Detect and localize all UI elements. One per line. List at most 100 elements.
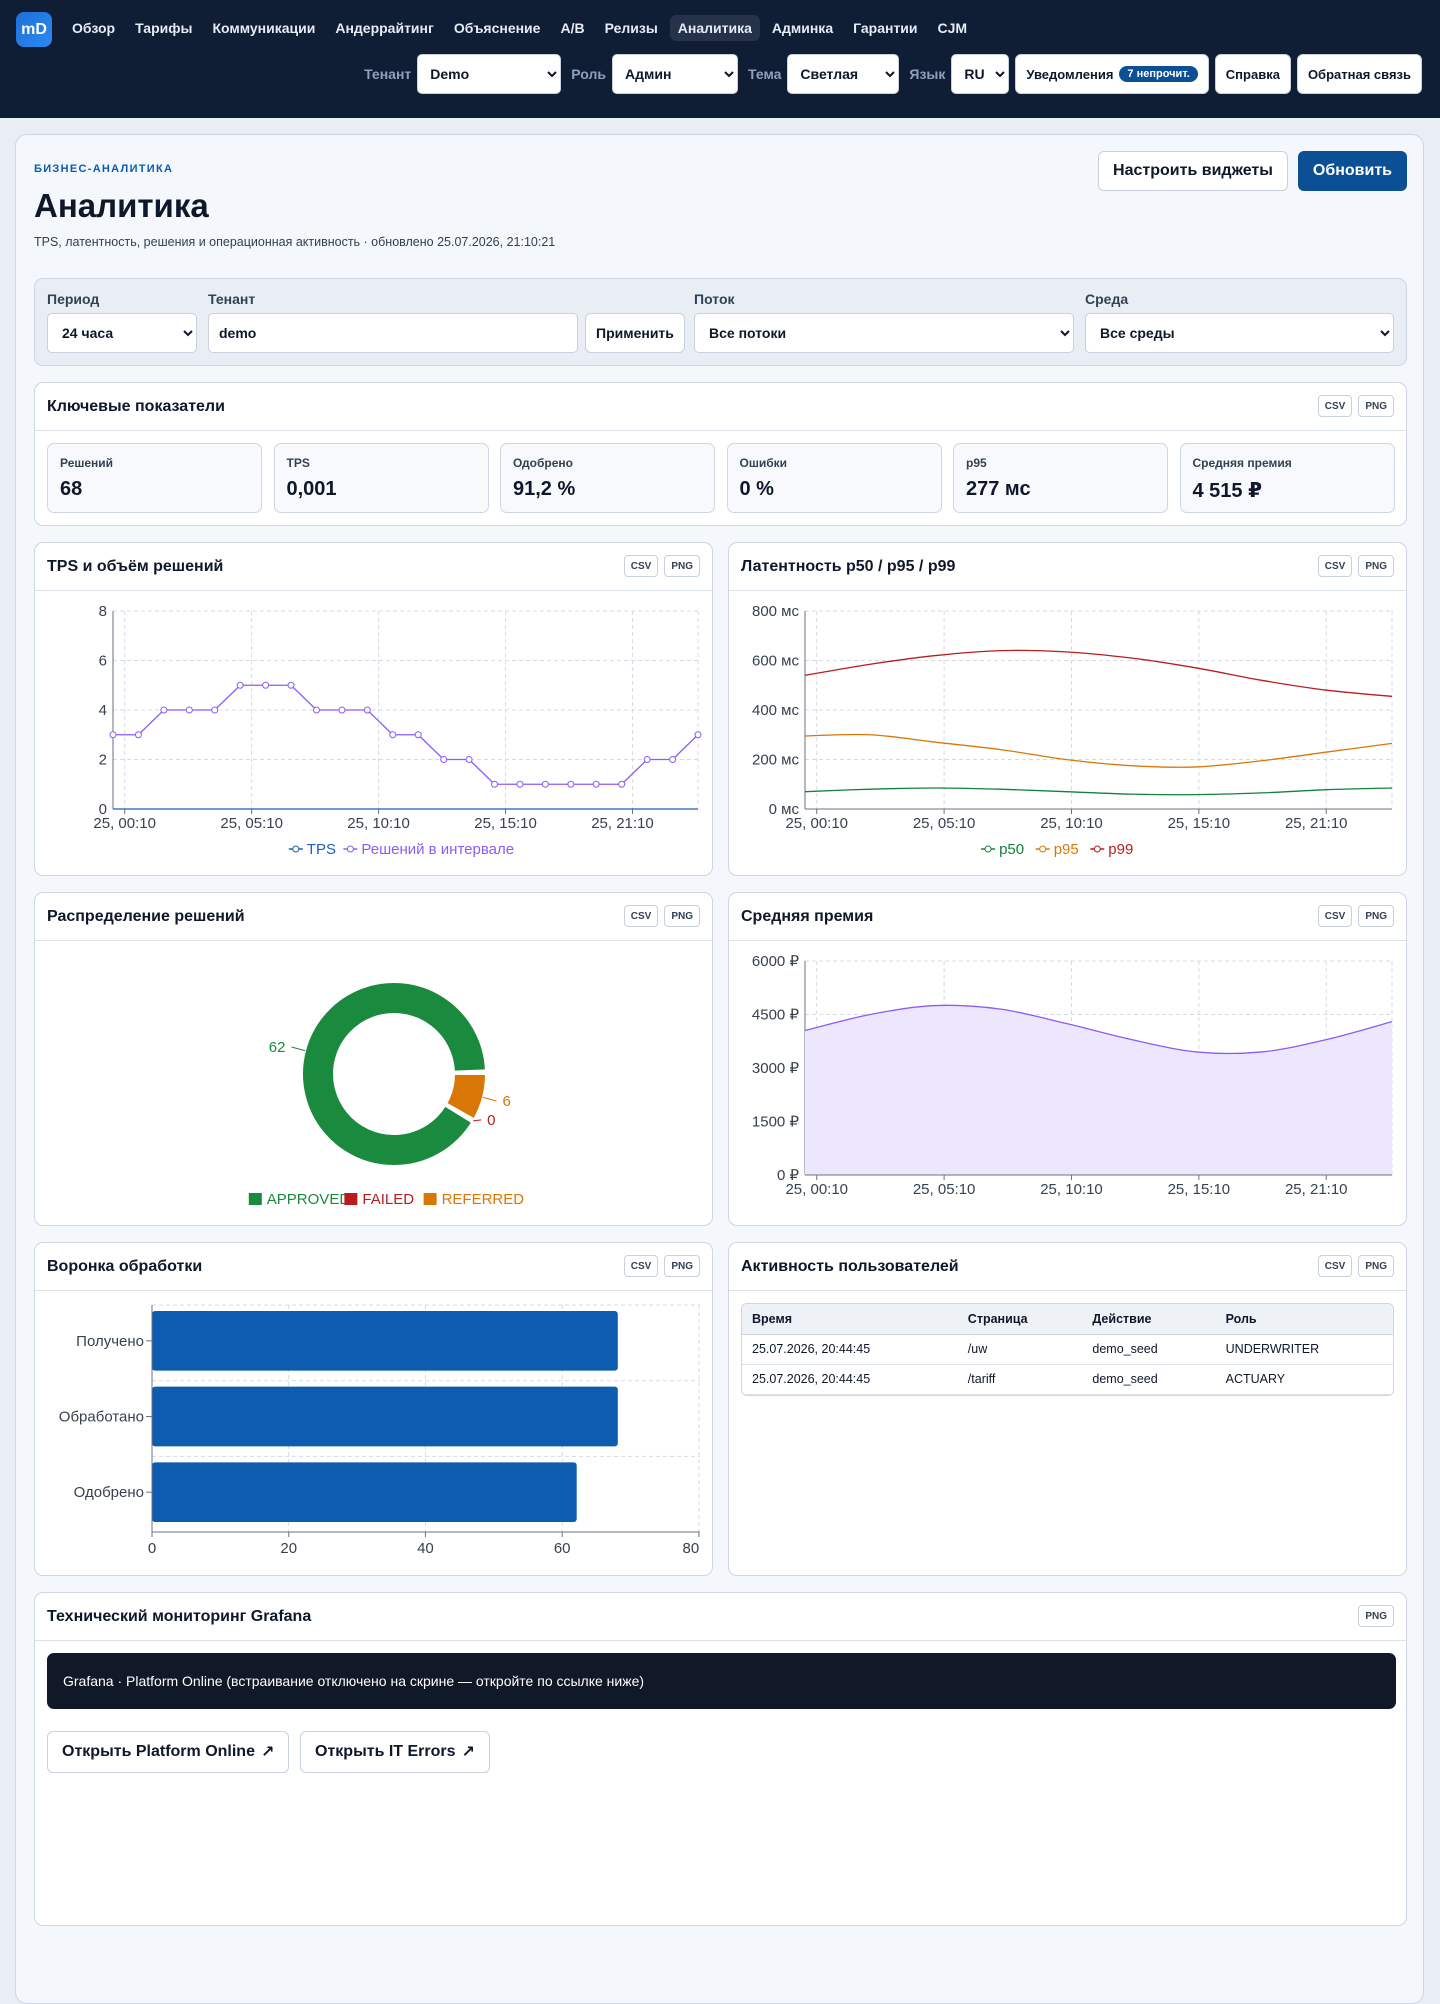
pie-slice[interactable] — [444, 1073, 488, 1121]
bar[interactable] — [152, 1311, 618, 1371]
legend-item[interactable]: REFERRED — [423, 1191, 525, 1208]
data-point — [287, 681, 295, 689]
pie-slice[interactable] — [301, 981, 487, 1167]
feedback-button[interactable]: Обратная связь — [1296, 54, 1422, 94]
apply-button[interactable]: Применить — [585, 313, 685, 353]
legend-swatch — [344, 1193, 358, 1205]
png-button[interactable]: PNG — [664, 905, 700, 927]
link-label: Открыть Platform Online — [62, 1743, 255, 1760]
theme-select[interactable]: Светлая — [787, 54, 900, 94]
filter-tenant-label: Тенант — [208, 291, 256, 307]
nav-item-1[interactable]: Тарифы — [135, 20, 193, 36]
series-line — [804, 649, 1393, 698]
nav-item-8[interactable]: Админка — [771, 20, 834, 36]
csv-button[interactable]: CSV — [623, 555, 659, 577]
y-tick-label: 400 мс — [752, 702, 800, 719]
kpi-label: TPS — [286, 456, 310, 470]
period-select[interactable]: 24 часа — [47, 313, 197, 353]
png-button[interactable]: PNG — [1358, 1605, 1394, 1627]
x-tick-label: 25, 00:10 — [785, 1181, 848, 1198]
open-it-errors-link[interactable]: Открыть IT Errors ↗ — [300, 1731, 490, 1773]
nav-item-4[interactable]: Объяснение — [453, 20, 541, 36]
tenant-input[interactable] — [208, 313, 578, 353]
kpi-tile: Одобрено 91,2 % — [500, 443, 715, 513]
role-select[interactable]: Админ — [611, 54, 738, 94]
flow-label: Поток — [694, 291, 735, 307]
table-cell: ACTUARY — [1215, 1364, 1393, 1395]
nav-item-2[interactable]: Коммуникации — [212, 20, 316, 36]
data-point — [211, 706, 219, 714]
legend-item[interactable]: TPS — [288, 841, 336, 858]
legend-label: p95 — [1054, 841, 1079, 858]
page-title: Аналитика — [34, 187, 209, 224]
tenant-label: Тенант — [364, 66, 412, 82]
kpi-tile: p95 277 мс — [953, 443, 1168, 513]
nav-item-7[interactable]: Аналитика — [669, 15, 760, 41]
legend-label: p50 — [999, 841, 1024, 858]
app-logo[interactable]: mD — [16, 12, 52, 47]
png-button[interactable]: PNG — [664, 555, 700, 577]
x-tick-label: 25, 00:10 — [93, 815, 156, 832]
x-tick-label: 25, 05:10 — [913, 1181, 976, 1198]
bar[interactable] — [152, 1462, 577, 1522]
y-tick-label: 800 мс — [752, 603, 800, 620]
nav-item-10[interactable]: CJM — [937, 20, 968, 36]
nav-item-3[interactable]: Андеррайтинг — [335, 20, 434, 36]
table-cell: UNDERWRITER — [1215, 1334, 1393, 1365]
distribution-chart: 62 06 APPROVED FAILED REFERRED — [248, 981, 525, 1208]
refresh-button[interactable]: Обновить — [1297, 151, 1407, 191]
configure-widgets-button[interactable]: Настроить виджеты — [1098, 151, 1288, 191]
legend-item[interactable]: p99 — [1090, 841, 1133, 858]
csv-button[interactable]: CSV — [623, 1255, 659, 1277]
slice-label-leader — [291, 1046, 306, 1052]
column-header[interactable]: Время — [742, 1304, 958, 1335]
png-button[interactable]: PNG — [1358, 555, 1394, 577]
csv-button[interactable]: CSV — [623, 905, 659, 927]
flow-select[interactable]: Все потоки — [694, 313, 1074, 353]
funnel-card: Воронка обработки CSV PNG 0 20 40 60 80 Получе… — [34, 1242, 713, 1576]
csv-button[interactable]: CSV — [1317, 555, 1353, 577]
table-cell: demo_seed — [1082, 1334, 1216, 1365]
x-tick-label: 25, 15:10 — [1168, 815, 1231, 832]
tenant-select[interactable]: Demo — [417, 54, 562, 94]
csv-button[interactable]: CSV — [1317, 905, 1353, 927]
help-button[interactable]: Справка — [1214, 54, 1291, 94]
png-button[interactable]: PNG — [1358, 905, 1394, 927]
csv-button[interactable]: CSV — [1317, 395, 1353, 417]
nav-item-5[interactable]: A/B — [560, 20, 585, 36]
csv-button[interactable]: CSV — [1317, 1255, 1353, 1277]
legend-item[interactable]: Решений в интервале — [343, 841, 514, 858]
legend-item[interactable]: p50 — [981, 841, 1024, 858]
table-cell: /tariff — [957, 1364, 1083, 1395]
nav-item-6[interactable]: Релизы — [604, 20, 658, 36]
activity-card: Активность пользователей CSV PNG Время Стр… — [728, 1242, 1407, 1576]
series-line — [804, 1004, 1393, 1055]
grafana-title: Технический мониторинг Grafana — [47, 1608, 312, 1625]
legend-marker — [984, 845, 992, 853]
lang-select[interactable]: RU — [951, 54, 1010, 94]
column-header[interactable]: Страница — [957, 1304, 1083, 1335]
png-button[interactable]: PNG — [1358, 1255, 1394, 1277]
bar[interactable] — [152, 1386, 618, 1447]
y-tick-label: 200 мс — [752, 752, 800, 769]
legend-item[interactable]: p95 — [1035, 841, 1079, 858]
png-button[interactable]: PNG — [1358, 395, 1394, 417]
x-tick-label: 25, 10:10 — [347, 815, 410, 832]
table-row[interactable]: 25.07.2026, 20:44:45/uw demo_seed UNDERWRI… — [742, 1334, 1393, 1365]
legend-item[interactable]: FAILED — [344, 1191, 414, 1208]
kpi-value: 4 515 ₽ — [1192, 480, 1263, 502]
env-label: Среда — [1085, 291, 1129, 307]
period-label: Период — [47, 291, 100, 307]
data-point — [669, 756, 677, 763]
premium-chart: 0 ₽ 1500 ₽ 3000 ₽ 4500 ₽ 6000 ₽ 25, 00:10 25, … — [752, 953, 1393, 1198]
legend-item[interactable]: APPROVED — [248, 1191, 351, 1208]
nav-item-0[interactable]: Обзор — [72, 20, 116, 36]
nav-item-9[interactable]: Гарантии — [853, 20, 918, 36]
notifications-button[interactable]: Уведомления 7 непрочит. — [1015, 54, 1209, 94]
png-button[interactable]: PNG — [664, 1255, 700, 1277]
open-platform-online-link[interactable]: Открыть Platform Online ↗ — [47, 1731, 290, 1773]
table-row[interactable]: 25.07.2026, 20:44:45/tariff demo_seed ACTU… — [742, 1364, 1393, 1395]
column-header[interactable]: Действие — [1082, 1304, 1216, 1335]
env-select[interactable]: Все среды — [1085, 313, 1394, 353]
column-header[interactable]: Роль — [1215, 1304, 1393, 1335]
